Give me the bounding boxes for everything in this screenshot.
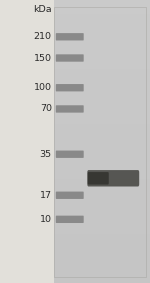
FancyBboxPatch shape <box>56 84 84 91</box>
Text: 17: 17 <box>40 191 52 200</box>
Text: 35: 35 <box>40 150 52 159</box>
Text: 70: 70 <box>40 104 52 113</box>
Bar <box>0 0 56 283</box>
FancyBboxPatch shape <box>56 54 84 62</box>
Text: 10: 10 <box>40 215 52 224</box>
FancyBboxPatch shape <box>88 172 109 185</box>
Text: 210: 210 <box>34 32 52 41</box>
FancyBboxPatch shape <box>56 33 84 40</box>
FancyBboxPatch shape <box>56 192 84 199</box>
FancyBboxPatch shape <box>87 170 139 186</box>
Bar <box>54 7 146 277</box>
FancyBboxPatch shape <box>56 151 84 158</box>
Text: kDa: kDa <box>33 5 52 14</box>
FancyBboxPatch shape <box>56 216 84 223</box>
FancyBboxPatch shape <box>56 105 84 113</box>
Text: 150: 150 <box>34 53 52 63</box>
Text: 100: 100 <box>34 83 52 92</box>
